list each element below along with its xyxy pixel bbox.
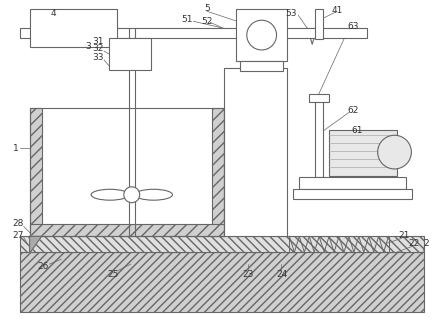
Bar (224, 68, 287, 236)
Bar (42, 109, 212, 224)
Bar (240, 61, 283, 71)
Text: 3: 3 (85, 43, 91, 51)
Bar (315, 97, 323, 177)
Text: 4: 4 (51, 9, 56, 18)
Bar (30, 109, 42, 236)
Text: 2: 2 (424, 239, 429, 248)
Bar (20, 28, 367, 38)
Bar (315, 9, 323, 39)
Text: 61: 61 (351, 126, 363, 135)
Bar (212, 109, 224, 236)
Bar (293, 189, 412, 199)
Text: 33: 33 (92, 53, 104, 62)
Text: 21: 21 (399, 231, 410, 240)
Ellipse shape (135, 189, 172, 200)
Text: 25: 25 (107, 269, 119, 279)
Text: 53: 53 (285, 9, 297, 18)
Text: 26: 26 (38, 262, 49, 271)
Polygon shape (30, 236, 42, 253)
Bar (30, 109, 224, 236)
Bar (20, 236, 424, 252)
Bar (309, 94, 329, 101)
Circle shape (247, 20, 277, 50)
Text: 51: 51 (182, 15, 193, 24)
Bar (329, 130, 396, 176)
Circle shape (378, 135, 412, 169)
Text: 32: 32 (92, 44, 104, 54)
Text: 62: 62 (347, 106, 359, 115)
Text: 22: 22 (409, 239, 420, 248)
Text: 28: 28 (12, 219, 24, 228)
Bar (236, 9, 287, 61)
Bar (30, 9, 117, 47)
Bar (30, 224, 224, 236)
Bar (289, 236, 388, 252)
Text: 24: 24 (276, 269, 287, 279)
Text: 31: 31 (92, 37, 104, 45)
Text: 63: 63 (347, 22, 359, 31)
Bar (299, 177, 406, 189)
Bar (109, 38, 151, 70)
Bar (20, 252, 424, 312)
Text: 23: 23 (242, 269, 254, 279)
Text: 1: 1 (13, 144, 19, 153)
Circle shape (124, 187, 140, 203)
Text: 52: 52 (202, 17, 213, 26)
Text: 27: 27 (12, 231, 24, 240)
Text: 5: 5 (204, 4, 210, 13)
Text: 41: 41 (331, 6, 343, 15)
Ellipse shape (91, 189, 129, 200)
